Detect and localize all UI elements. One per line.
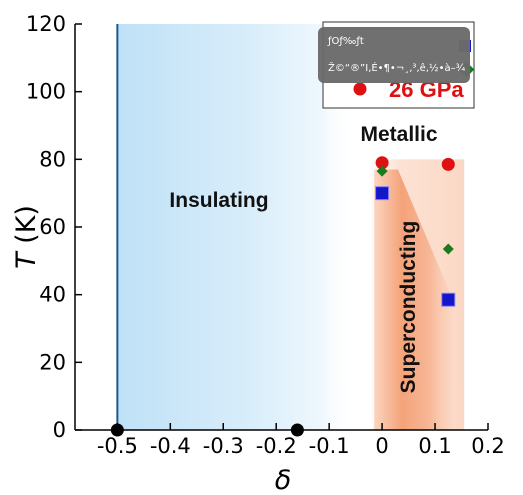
x-tick-label: -0.2 [256,434,297,458]
superconducting-region [374,169,454,430]
data-point-circle [375,156,389,170]
x-tick-label: 0.2 [471,434,504,458]
y-tick-label: 60 [39,215,66,239]
x-tick-label: -0.4 [150,434,191,458]
tooltip-title: ƒOƒ‰ƒt [327,36,364,47]
y-tick-label: 80 [39,147,66,171]
legend-swatch-circle [353,82,367,96]
y-tick-label: 0 [53,418,66,442]
x-tick-label: 0 [375,434,388,458]
data-point-circle [441,157,455,171]
x-tick-label: -0.1 [309,434,350,458]
x-axis-title: δ [275,465,292,495]
y-tick-label: 40 [39,283,66,307]
y-axis-unit: (K) [11,205,42,252]
tooltip-description: Ž©“®”I‚É•¶•¬¸‚³‚ê‚½•à–¾ [328,61,466,74]
tooltip: ƒOƒ‰ƒt Ž©“®”I‚É•¶•¬¸‚³‚ê‚½•à–¾ [318,27,470,83]
insulating-region [117,24,356,430]
region-label-insulating: Insulating [169,189,268,212]
x-tick-label: -0.3 [203,434,244,458]
y-axis-symbol: T [11,250,42,269]
data-point-square [441,292,456,307]
tooltip-box [318,27,470,83]
region-label-superconducting: Superconducting [397,221,420,394]
region-label-metallic: Metallic [360,123,437,146]
axis-titles: T (K) δ [11,205,291,495]
data-points [110,156,456,437]
data-point-circle [290,423,304,437]
x-tick-label: -0.5 [97,434,138,458]
data-point-diamond [376,165,388,177]
data-point-circle [110,423,124,437]
y-tick-label: 100 [26,80,66,104]
y-tick-label: 20 [39,350,66,374]
y-tick-label: 120 [26,12,66,36]
data-point-diamond [442,243,454,255]
axes: 0 20 40 60 80 100 120 -0.5 -0.4 -0.3 -0.2 -0.1 0 0.1 0… [26,12,505,458]
data-point-square [375,186,390,201]
y-axis-title: T (K) [11,205,42,269]
x-tick-label: 0.1 [418,434,451,458]
